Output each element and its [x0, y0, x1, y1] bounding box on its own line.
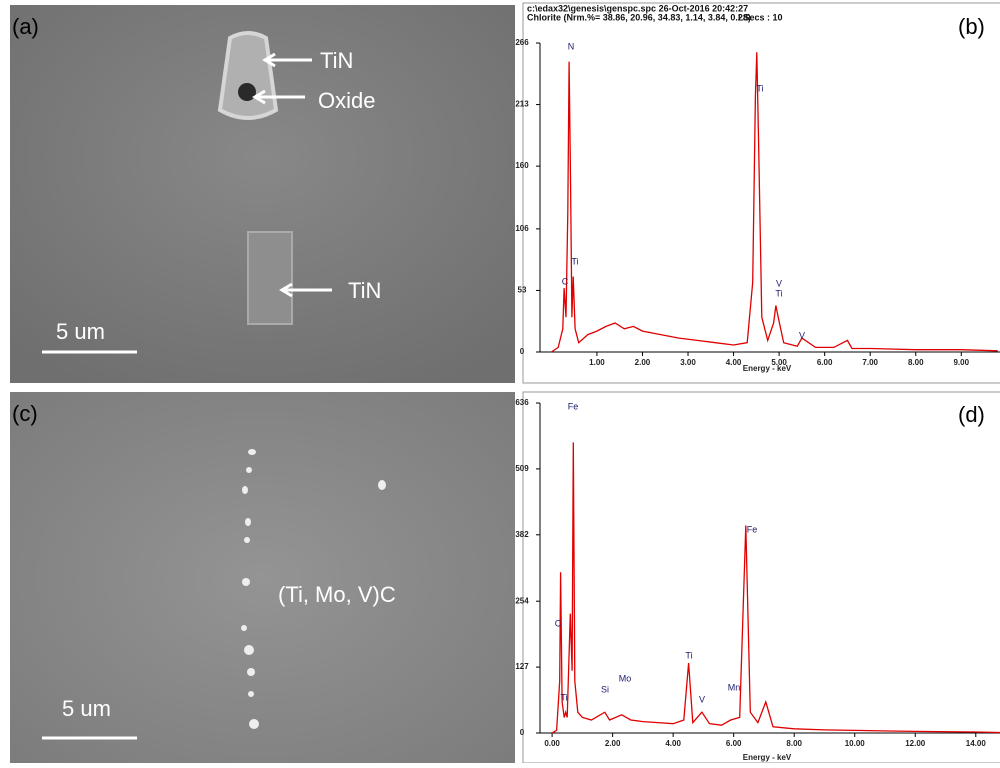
annotation: TiN: [320, 48, 353, 73]
y-tick-label: 266: [515, 38, 529, 47]
spectrum-frame: [523, 392, 1000, 763]
x-tick-label: 2.00: [635, 358, 651, 367]
peak-label: Si: [601, 684, 609, 694]
peak-label: Ti: [571, 256, 578, 266]
figure: (a) TiN Oxide TiN 5 um (c) (Ti, Mo, V)C …: [0, 0, 1000, 763]
scale-bar-label: 5 um: [56, 319, 105, 344]
peak-label: Ti: [560, 692, 567, 702]
peak-label: Ti: [685, 650, 692, 660]
x-axis-label: Energy - keV: [743, 364, 792, 373]
x-tick-label: 9.00: [953, 358, 969, 367]
x-tick-label: 8.00: [786, 739, 802, 748]
x-tick-label: 0.00: [544, 739, 560, 748]
oxide: [238, 83, 256, 101]
x-tick-label: 1.00: [589, 358, 605, 367]
x-tick-label: 4.00: [665, 739, 681, 748]
y-tick-label: 127: [515, 662, 529, 671]
peak-label: Fe: [747, 524, 758, 534]
x-tick-label: 7.00: [862, 358, 878, 367]
x-tick-label: 10.00: [845, 739, 866, 748]
peak-label: V: [799, 330, 805, 340]
peak-label: Fe: [568, 401, 579, 411]
header-text: LSecs : 10: [738, 12, 783, 22]
annotation: (Ti, Mo, V)C: [278, 582, 396, 607]
y-tick-label: 160: [515, 161, 529, 170]
x-tick-label: 3.00: [680, 358, 696, 367]
y-tick-label: 53: [518, 286, 527, 295]
x-tick-label: 6.00: [726, 739, 742, 748]
y-tick-label: 636: [515, 398, 529, 407]
x-tick-label: 2.00: [605, 739, 621, 748]
x-tick-label: 8.00: [908, 358, 924, 367]
peak-label: C: [562, 276, 569, 286]
panel-label: (c): [12, 401, 38, 426]
y-tick-label: 0: [520, 728, 525, 737]
peak-label: Mo: [619, 673, 632, 683]
particle: [220, 33, 276, 118]
y-tick-label: 509: [515, 464, 529, 473]
panel-label: (b): [958, 14, 985, 39]
x-tick-label: 4.00: [726, 358, 742, 367]
x-tick-label: 12.00: [905, 739, 926, 748]
panel-label: (d): [958, 402, 985, 427]
scale-bar-label: 5 um: [62, 696, 111, 721]
peak-label: V: [776, 278, 782, 288]
x-axis-label: Energy - keV: [743, 753, 792, 762]
peak-label: Mn: [728, 682, 741, 692]
peak-label: V: [699, 694, 705, 704]
peak-label: N: [568, 41, 575, 51]
header-text: Chlorite (Nrm.%= 38.86, 20.96, 34.83, 1.…: [527, 12, 751, 22]
x-tick-label: 6.00: [817, 358, 833, 367]
x-tick-label: 14.00: [966, 739, 987, 748]
spectrum-frame: [523, 3, 1000, 383]
annotation: TiN: [348, 278, 381, 303]
particle: [248, 232, 292, 324]
peak-label: C: [555, 618, 562, 628]
y-tick-label: 382: [515, 530, 529, 539]
panel-label: (a): [12, 14, 39, 39]
annotation: Oxide: [318, 88, 375, 113]
page: {"panels": [ {"letter": "(a)", "annotati…: [0, 0, 1000, 763]
y-tick-label: 0: [520, 347, 525, 356]
y-tick-label: 254: [515, 596, 529, 605]
y-tick-label: 213: [515, 100, 529, 109]
y-tick-label: 106: [515, 224, 529, 233]
peak-label: Ti: [756, 83, 763, 93]
peak-label: Ti: [775, 288, 782, 298]
